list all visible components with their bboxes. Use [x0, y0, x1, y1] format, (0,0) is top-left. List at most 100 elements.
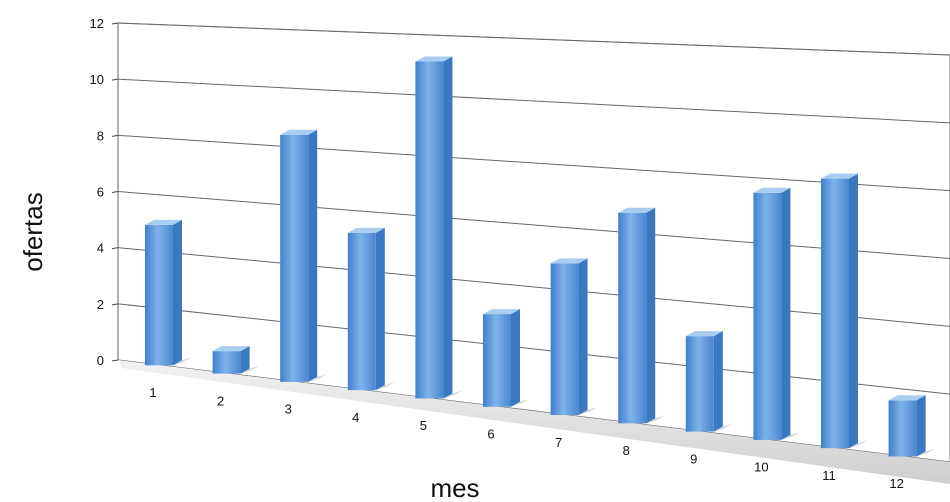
y-tick-mark [111, 303, 119, 306]
bar [753, 187, 801, 440]
y-tick-mark [111, 78, 119, 81]
bar-front [483, 314, 511, 407]
y-tick-label: 12 [90, 16, 104, 31]
y-tick-label: 6 [97, 185, 104, 200]
x-tick-label: 6 [487, 426, 494, 441]
x-axis-title: mes [430, 473, 479, 502]
bar-side [781, 187, 791, 440]
x-tick-label: 12 [889, 476, 903, 491]
bar-shadow [511, 398, 530, 407]
bar-front [550, 263, 579, 416]
bar-shadow [443, 390, 463, 399]
gridline [117, 78, 950, 124]
bar-side [646, 207, 656, 424]
gridline [117, 303, 950, 395]
bar-top [618, 207, 656, 213]
y-axis-title: ofertas [18, 192, 48, 272]
bar [685, 331, 733, 432]
bar-top [145, 219, 182, 225]
bar-front [145, 224, 173, 366]
bar-shadow [916, 448, 936, 457]
bar-top [888, 395, 926, 401]
bar [347, 227, 395, 391]
bar-side [849, 173, 858, 449]
bar-shadow [308, 373, 328, 382]
chart-floor [118, 360, 950, 484]
bar-shadow [849, 440, 868, 449]
bar-side [511, 309, 520, 407]
bar-top [483, 309, 520, 315]
x-tick-label: 9 [690, 451, 697, 466]
y-tick-label: 10 [90, 72, 104, 87]
bar [145, 219, 192, 366]
bar [618, 207, 666, 424]
bar-front [618, 212, 647, 424]
bar-front [415, 61, 444, 399]
bar [483, 309, 530, 407]
bar-side [916, 395, 926, 457]
x-tick-label: 1 [149, 385, 156, 400]
bar-front [821, 178, 849, 449]
bar-top [821, 173, 858, 179]
bar-shadow [240, 365, 260, 374]
bar-top [550, 258, 588, 264]
bar-shadow [713, 423, 733, 432]
bar-top [415, 56, 453, 62]
bar-front [212, 351, 241, 374]
bar [415, 56, 463, 399]
gridline [117, 247, 950, 327]
bar-top [685, 331, 723, 337]
y-tick-label: 2 [97, 297, 104, 312]
bar-side [375, 227, 385, 391]
bar-side [173, 219, 182, 366]
bar-front [347, 232, 376, 391]
bar [821, 173, 868, 449]
bar-shadow [646, 415, 666, 424]
x-tick-label: 4 [352, 410, 359, 425]
x-tick-label: 7 [555, 435, 562, 450]
bar-front [753, 192, 782, 440]
y-tick-mark [111, 134, 119, 137]
bar-shadow [173, 357, 192, 366]
bar-side [578, 258, 588, 416]
y-tick-mark [111, 359, 119, 362]
y-tick-label: 0 [97, 353, 104, 368]
y-tick-label: 8 [97, 128, 104, 143]
bar-top [212, 346, 250, 352]
bar-shadow [781, 431, 801, 440]
bar-side [308, 129, 318, 382]
x-tick-label: 3 [285, 402, 292, 417]
bar [888, 395, 936, 457]
bar [550, 258, 598, 416]
bar-front [685, 336, 714, 432]
y-axis-ticks: 0 2 4 6 8 10 12 [90, 16, 119, 368]
bar-front [888, 400, 917, 457]
bar-side [713, 331, 723, 432]
bar [212, 346, 260, 374]
y-tick-mark [111, 247, 119, 250]
bar-top [280, 129, 318, 135]
bar-front [280, 134, 309, 382]
y-tick-label: 4 [97, 241, 104, 256]
gridline [117, 134, 950, 192]
gridline [117, 22, 950, 56]
bar [280, 129, 328, 382]
bar-top [347, 227, 385, 233]
x-tick-label: 8 [623, 443, 630, 458]
floor-surface [118, 360, 950, 484]
x-tick-label: 2 [217, 393, 224, 408]
bar-top [753, 187, 791, 193]
x-tick-label: 5 [420, 418, 427, 433]
y-tick-mark [111, 22, 119, 25]
bar-side [443, 56, 453, 399]
x-tick-label: 11 [822, 468, 836, 483]
y-tick-mark [111, 191, 119, 193]
bars [145, 56, 936, 457]
bar-shadow [578, 407, 598, 416]
x-tick-label: 10 [754, 460, 768, 475]
gridline [117, 191, 950, 259]
bar-shadow [375, 382, 395, 391]
bar-side [240, 346, 250, 374]
